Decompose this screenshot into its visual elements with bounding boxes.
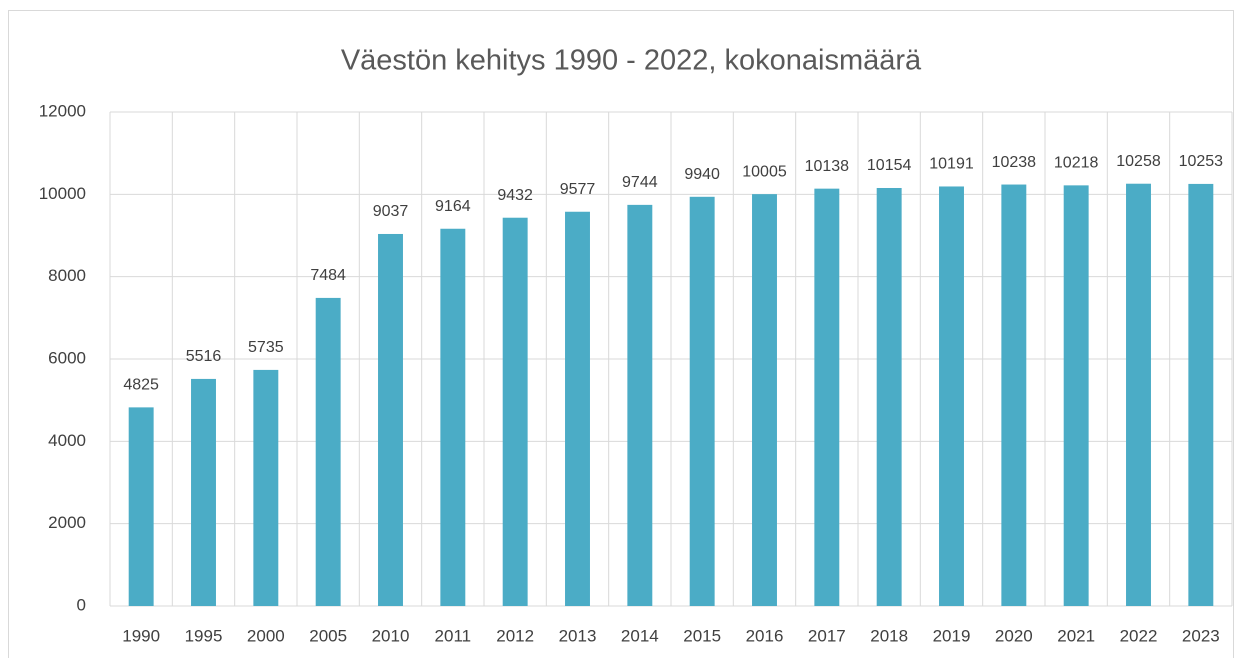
y-tick-label: 0 <box>77 595 86 614</box>
data-label: 10258 <box>1116 153 1161 170</box>
data-label: 5516 <box>186 348 222 365</box>
x-tick-label: 2015 <box>683 626 721 645</box>
bar <box>939 186 964 606</box>
bar <box>191 378 216 606</box>
x-tick-label: 2011 <box>435 626 472 645</box>
data-label: 10191 <box>929 156 974 173</box>
data-label: 9577 <box>560 181 596 198</box>
y-tick-label: 12000 <box>39 101 86 120</box>
x-tick-label: 2012 <box>496 626 534 645</box>
data-label: 7484 <box>310 267 346 284</box>
x-tick-label: 2014 <box>621 626 659 645</box>
y-tick-label: 4000 <box>48 431 86 450</box>
bar <box>440 228 466 607</box>
bar <box>1063 185 1089 606</box>
bar <box>1001 184 1027 607</box>
data-label: 5735 <box>248 339 284 356</box>
bar <box>565 211 590 606</box>
data-label: 10238 <box>992 154 1037 171</box>
data-label: 9940 <box>684 166 720 183</box>
data-label: 10005 <box>742 163 787 180</box>
data-label: 4825 <box>123 377 159 394</box>
data-label: 9432 <box>497 187 533 204</box>
x-tick-label: 2000 <box>247 626 285 645</box>
y-tick-label: 2000 <box>48 513 86 532</box>
data-label: 10253 <box>1179 153 1224 170</box>
bar <box>689 196 715 606</box>
bar <box>814 188 840 606</box>
data-label: 10138 <box>805 158 850 175</box>
x-tick-label: 2005 <box>309 626 347 645</box>
data-label: 10218 <box>1054 155 1099 172</box>
x-tick-label: 2013 <box>559 626 597 645</box>
y-tick-label: 6000 <box>48 348 86 367</box>
bar <box>876 187 902 607</box>
bar <box>378 233 403 606</box>
x-tick-label: 2017 <box>808 626 846 645</box>
bar <box>752 194 777 606</box>
bar <box>627 204 653 606</box>
x-tick-label: 2021 <box>1057 626 1095 645</box>
x-tick-label: 2019 <box>933 626 971 645</box>
x-tick-label: 2023 <box>1182 626 1220 645</box>
data-label: 10154 <box>867 157 912 174</box>
x-tick-label: 2022 <box>1120 626 1158 645</box>
bar <box>315 297 341 606</box>
bar <box>128 407 154 606</box>
x-tick-label: 1990 <box>122 626 160 645</box>
y-tick-label: 10000 <box>39 184 86 203</box>
bar <box>502 217 528 606</box>
bar <box>1188 183 1214 607</box>
x-tick-label: 2010 <box>372 626 410 645</box>
x-tick-label: 2016 <box>746 626 784 645</box>
bar <box>253 369 279 606</box>
data-label: 9744 <box>622 174 658 191</box>
bar <box>1126 183 1151 606</box>
chart-title: Väestön kehitys 1990 - 2022, kokonaismää… <box>341 45 922 77</box>
y-tick-label: 8000 <box>48 266 86 285</box>
data-label: 9164 <box>435 198 471 215</box>
x-tick-label: 2020 <box>995 626 1033 645</box>
data-label: 9037 <box>373 203 409 220</box>
x-tick-label: 2018 <box>870 626 908 645</box>
x-tick-label: 1995 <box>185 626 223 645</box>
